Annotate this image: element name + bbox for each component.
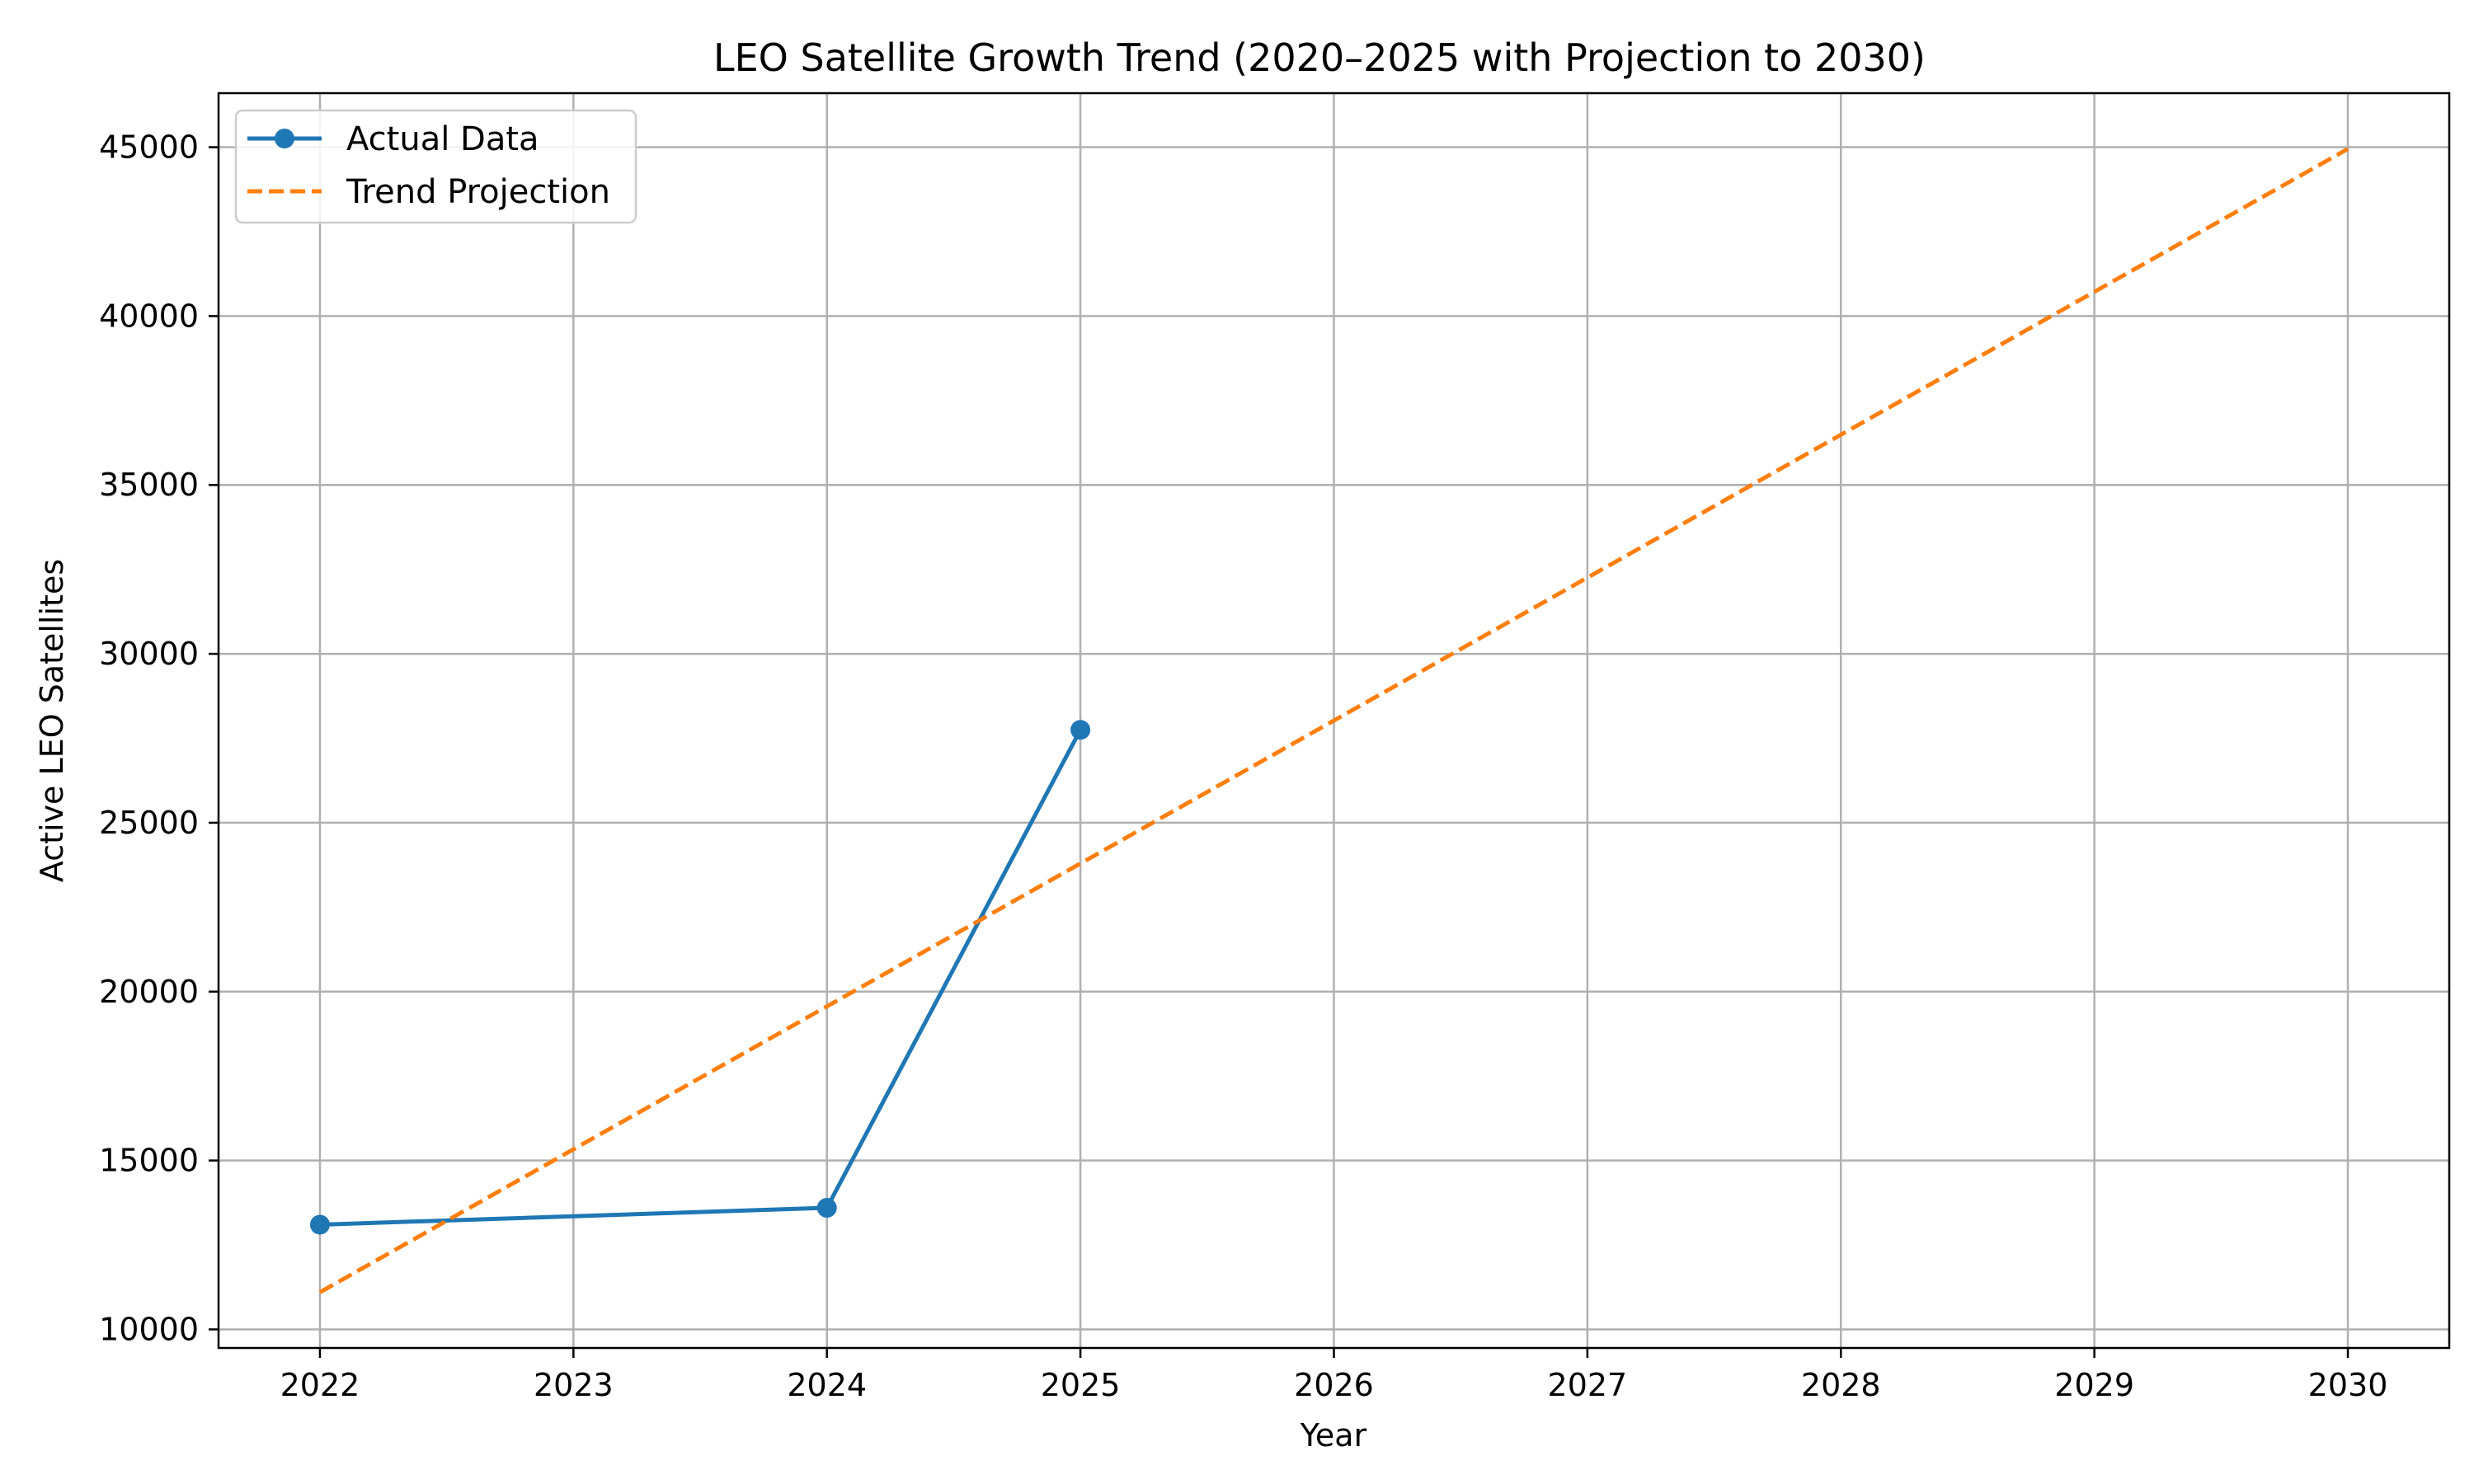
legend-trend-label: Trend Projection xyxy=(346,173,610,211)
chart-title: LEO Satellite Growth Trend (2020–2025 wi… xyxy=(713,35,1926,80)
actual-data-data-point xyxy=(816,1197,837,1218)
y-tick-label: 45000 xyxy=(99,129,199,166)
legend-box xyxy=(234,109,637,224)
x-tick-label: 2030 xyxy=(2308,1367,2388,1403)
y-tick-label: 25000 xyxy=(99,805,199,841)
x-tick-label: 2023 xyxy=(534,1367,614,1403)
y-tick-label: 15000 xyxy=(99,1143,199,1179)
y-tick-label: 10000 xyxy=(99,1311,199,1347)
legend-actual-label: Actual Data xyxy=(346,120,539,158)
legend: Actual Data Trend Projection xyxy=(234,109,637,224)
x-tick-label: 2029 xyxy=(2054,1367,2134,1403)
grid-layer xyxy=(219,93,2449,1348)
x-tick-label: 2026 xyxy=(1294,1367,1374,1403)
x-tick-label: 2025 xyxy=(1041,1367,1121,1403)
x-tick-label: 2022 xyxy=(280,1367,360,1403)
y-tick-label: 30000 xyxy=(99,636,199,672)
tick-layer: 2022 2023 2024 2025 2026 2027 2028 2029 2030 1000… xyxy=(99,129,2387,1403)
y-tick-label: 35000 xyxy=(99,467,199,503)
y-tick-label: 20000 xyxy=(99,974,199,1010)
actual-data-data-point xyxy=(309,1214,330,1235)
legend-actual-marker xyxy=(275,129,294,148)
trend-projection-series-line xyxy=(318,147,2349,1294)
actual-data-data-point xyxy=(1070,720,1091,740)
x-tick-label: 2024 xyxy=(787,1367,867,1403)
x-tick-label: 2027 xyxy=(1548,1367,1628,1403)
y-axis-title: Active LEO Satellites xyxy=(34,559,70,882)
y-tick-label: 40000 xyxy=(99,298,199,334)
x-axis-title: Year xyxy=(1300,1417,1367,1453)
x-tick-label: 2028 xyxy=(1801,1367,1881,1403)
series-layer xyxy=(309,147,2349,1294)
